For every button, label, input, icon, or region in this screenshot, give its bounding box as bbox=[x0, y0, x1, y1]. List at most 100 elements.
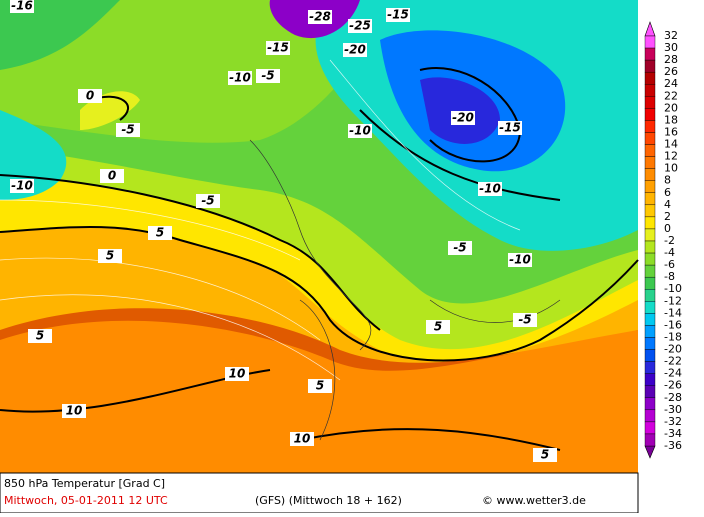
contour-label-box bbox=[348, 124, 372, 138]
legend-label: 14 bbox=[664, 138, 678, 151]
contour-label-box bbox=[498, 121, 522, 135]
contour-label: 10 bbox=[294, 432, 311, 446]
contour-label: -5 bbox=[261, 69, 274, 83]
contour-label: -15 bbox=[387, 8, 409, 22]
legend-label: -24 bbox=[664, 367, 682, 380]
contour-label: -5 bbox=[453, 241, 466, 255]
contour-label-box bbox=[78, 89, 102, 103]
map-region bbox=[420, 77, 500, 144]
legend-label: 8 bbox=[664, 174, 671, 187]
legend-label: -26 bbox=[664, 379, 682, 392]
legend-label: 6 bbox=[664, 186, 671, 199]
map-region bbox=[0, 110, 67, 200]
contour-label: -5 bbox=[121, 123, 134, 137]
contour-label-box bbox=[308, 10, 332, 24]
legend-swatch bbox=[644, 132, 656, 145]
minor-contours bbox=[0, 59, 521, 381]
legend-label: 2 bbox=[664, 210, 671, 223]
contour-label: 5 bbox=[106, 249, 114, 263]
contour-label: 0 bbox=[108, 169, 116, 183]
contour-label: -10 bbox=[229, 71, 251, 85]
map-region bbox=[0, 0, 120, 70]
contour-label-box bbox=[100, 169, 124, 183]
legend-label: -22 bbox=[664, 355, 682, 368]
legend-swatch bbox=[644, 337, 656, 350]
contour-label-box bbox=[10, 179, 34, 193]
legend-swatch bbox=[644, 289, 656, 302]
contour-label: 10 bbox=[66, 404, 83, 418]
legend-swatch bbox=[644, 433, 656, 447]
legend-swatch bbox=[644, 59, 656, 73]
legend-swatch bbox=[644, 228, 656, 242]
legend-label: -12 bbox=[664, 294, 682, 307]
legend-label: 24 bbox=[664, 77, 678, 90]
contour-label-box bbox=[10, 0, 34, 13]
legend-swatch bbox=[644, 409, 656, 423]
contour-label: -20 bbox=[344, 43, 366, 57]
legend-label: -20 bbox=[664, 343, 682, 356]
legend-swatch bbox=[644, 156, 656, 169]
contour-label-box bbox=[290, 432, 314, 446]
legend-swatch bbox=[644, 361, 656, 374]
legend-swatch bbox=[644, 216, 656, 230]
footer-model: (GFS) (Mittwoch 18 + 162) bbox=[255, 494, 402, 507]
legend-swatch bbox=[644, 252, 656, 266]
contour-label-box bbox=[478, 182, 502, 196]
legend-swatch bbox=[644, 301, 656, 314]
contour-label-box bbox=[451, 111, 475, 125]
legend-swatch bbox=[644, 349, 656, 362]
contour-label: 5 bbox=[541, 448, 549, 462]
contour-label-box bbox=[266, 41, 290, 55]
contour-label: 5 bbox=[316, 379, 324, 393]
contour-label: -5 bbox=[518, 313, 531, 327]
contour-label-box bbox=[228, 71, 252, 85]
contour-label: -25 bbox=[349, 19, 371, 33]
legend-label: 10 bbox=[664, 162, 678, 175]
legend-label: 0 bbox=[664, 222, 671, 235]
legend-label: 18 bbox=[664, 113, 678, 126]
contour-label-box bbox=[256, 69, 280, 83]
contour-label-box bbox=[348, 19, 372, 33]
legend-label: -28 bbox=[664, 391, 682, 404]
map bbox=[0, 0, 639, 473]
contour-label: 0 bbox=[86, 89, 94, 103]
legend-label: 20 bbox=[664, 101, 678, 114]
legend-label: 4 bbox=[664, 198, 671, 211]
legend-swatch bbox=[644, 397, 656, 411]
contour-label: -20 bbox=[452, 111, 474, 125]
footer-credit: © www.wetter3.de bbox=[482, 494, 586, 507]
contour-label-box bbox=[308, 379, 332, 393]
legend-label: 30 bbox=[664, 41, 678, 54]
legend-label: 32 bbox=[664, 29, 678, 42]
legend-label: -14 bbox=[664, 306, 682, 319]
color-legend: 32302826242220181614121086420-2-4-6-8-10… bbox=[644, 21, 682, 459]
contour-label: -10 bbox=[509, 253, 531, 267]
legend-label: -18 bbox=[664, 330, 682, 343]
legend-label: -36 bbox=[664, 439, 682, 452]
legend-label: 22 bbox=[664, 89, 678, 102]
legend-label: -34 bbox=[664, 427, 682, 440]
legend-swatch bbox=[644, 35, 656, 49]
legend-swatch bbox=[644, 84, 656, 97]
contour-label: -15 bbox=[267, 41, 289, 55]
contour-label: 5 bbox=[156, 226, 164, 240]
legend-swatch bbox=[644, 47, 656, 61]
legend-swatch bbox=[644, 385, 656, 398]
contour-label: -10 bbox=[479, 182, 501, 196]
contour-label: -15 bbox=[499, 121, 521, 135]
legend-swatch bbox=[644, 180, 656, 193]
legend-swatch bbox=[644, 168, 656, 181]
legend-swatch bbox=[644, 144, 656, 157]
legend-swatch bbox=[644, 325, 656, 338]
legend-swatch bbox=[644, 96, 656, 109]
legend-swatch bbox=[644, 71, 656, 85]
contour-label-box bbox=[448, 241, 472, 255]
contour-label: -10 bbox=[349, 124, 371, 138]
legend-swatch bbox=[644, 264, 656, 278]
footer-box bbox=[0, 472, 639, 514]
legend-swatch bbox=[644, 313, 656, 326]
contour-label: -16 bbox=[11, 0, 33, 13]
contour-label: 5 bbox=[36, 329, 44, 343]
contour-label: -28 bbox=[309, 10, 331, 24]
